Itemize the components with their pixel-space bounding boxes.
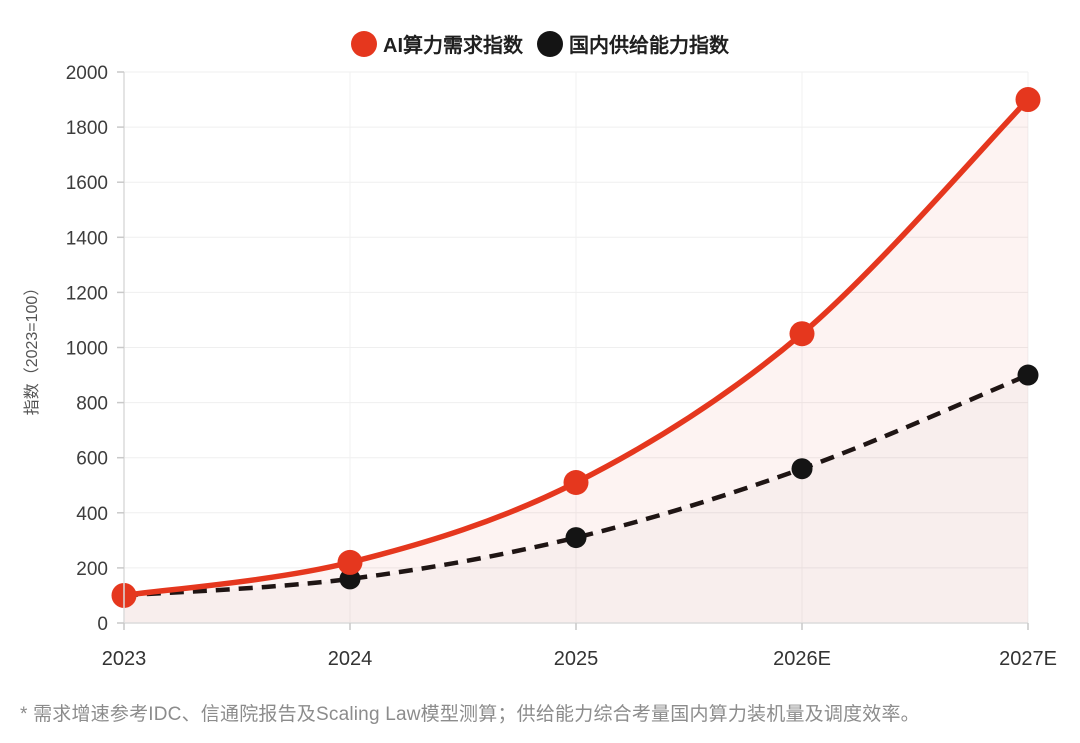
- y-tick-label: 1800: [66, 118, 108, 139]
- x-tick-label-2025: 2025: [554, 648, 599, 670]
- y-tick-label: 1200: [66, 283, 108, 304]
- data-point-supply-2026E[interactable]: [791, 458, 813, 480]
- y-tick-label: 1000: [66, 339, 108, 360]
- series-line-demand[interactable]: [123, 97, 1030, 599]
- data-point-demand-2026E[interactable]: [789, 321, 815, 347]
- y-tick-label: 200: [76, 559, 108, 580]
- y-tick-label: 1400: [66, 228, 108, 249]
- x-tick-label-2023: 2023: [102, 648, 147, 670]
- x-tick-label-2027E: 2027E: [999, 648, 1057, 670]
- series-line-supply[interactable]: [123, 372, 1029, 598]
- data-point-demand-2024[interactable]: [337, 549, 363, 575]
- data-point-supply-2027E[interactable]: [1017, 364, 1039, 386]
- y-tick-label: 800: [76, 394, 108, 415]
- y-tick-label: 1600: [66, 173, 108, 194]
- y-tick-label: 2000: [66, 63, 108, 84]
- chart-legend: AI算力需求指数 国内供给能力指数: [0, 29, 1080, 58]
- y-tick-label: 400: [76, 504, 108, 525]
- series-area-demand: [124, 99, 1028, 624]
- legend-item-supply[interactable]: 国内供给能力指数: [537, 29, 729, 58]
- legend-item-demand[interactable]: AI算力需求指数: [351, 29, 523, 58]
- legend-marker-supply-icon: [537, 30, 563, 57]
- x-tick-label-2026E: 2026E: [773, 648, 831, 670]
- legend-label-demand: AI算力需求指数: [383, 35, 523, 57]
- y-tick-label: 600: [76, 449, 108, 470]
- footnote: * 需求增速参考IDC、信通院报告及Scaling Law模型测算；供给能力综合…: [20, 704, 920, 725]
- y-tick-label: 0: [97, 614, 108, 635]
- data-point-demand-2027E[interactable]: [1015, 87, 1041, 113]
- y-axis-title: 指数（2023=100）: [23, 280, 41, 416]
- legend-label-supply: 国内供给能力指数: [569, 35, 729, 57]
- data-point-supply-2025[interactable]: [565, 527, 587, 549]
- data-point-demand-2025[interactable]: [563, 469, 589, 495]
- legend-marker-demand-icon: [351, 30, 377, 57]
- x-tick-label-2024: 2024: [328, 648, 373, 670]
